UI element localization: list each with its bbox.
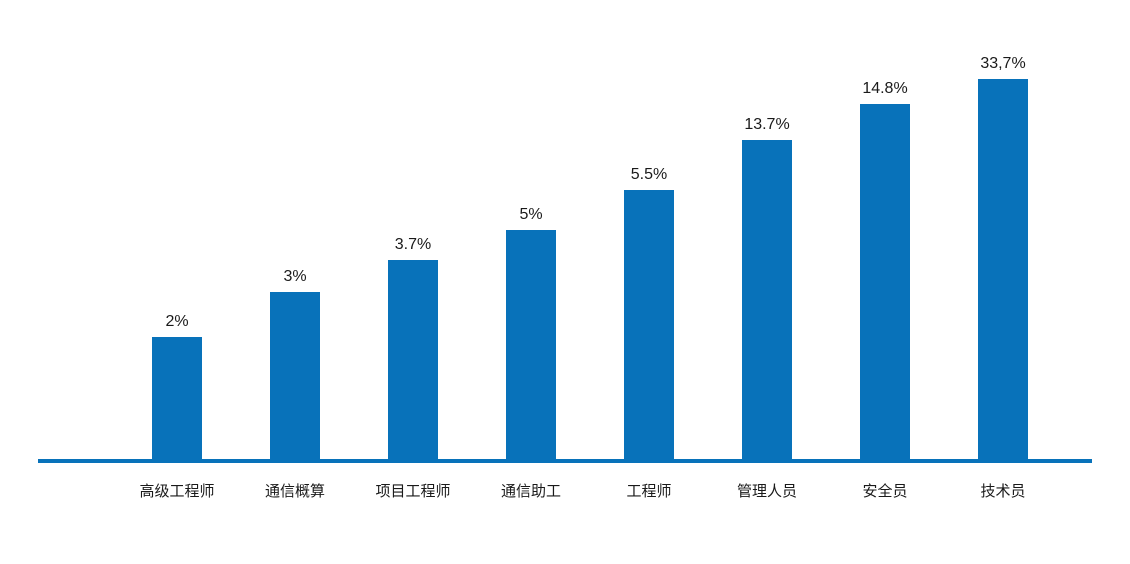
bar — [388, 260, 438, 461]
x-axis-line — [38, 459, 1092, 463]
bar-group: 14.8% 安全员 — [826, 0, 944, 500]
x-axis-category-label: 工程师 — [626, 483, 672, 500]
bar-value-label: 3% — [283, 267, 307, 285]
x-axis-category-label: 技术员 — [980, 483, 1026, 500]
x-axis-category-label: 通信助工 — [500, 483, 561, 500]
bar-group: 2% 高级工程师 — [118, 0, 236, 500]
bar — [742, 140, 792, 461]
bar — [860, 104, 910, 461]
bar-value-label: 13.7% — [744, 115, 790, 133]
x-axis-category-label: 管理人员 — [736, 483, 797, 500]
bar-group: 5% 通信助工 — [472, 0, 590, 500]
bar-value-label: 3.7% — [394, 235, 432, 253]
bar-group: 3.7% 项目工程师 — [354, 0, 472, 500]
bar-value-label: 2% — [165, 312, 189, 330]
bar-group: 33,7% 技术员 — [944, 0, 1062, 500]
x-axis-category-label: 通信概算 — [264, 483, 325, 500]
bar-value-label: 14.8% — [862, 79, 908, 97]
bar — [624, 190, 674, 461]
x-axis-category-label: 安全员 — [862, 483, 908, 500]
bar — [152, 337, 202, 461]
bar-value-label: 5% — [519, 205, 543, 223]
bar — [978, 79, 1028, 461]
bar-group: 3% 通信概算 — [236, 0, 354, 500]
x-axis-category-label: 高级工程师 — [139, 483, 215, 500]
bar-group: 5.5% 工程师 — [590, 0, 708, 500]
plot-area: 2% 高级工程师 3% 通信概算 3.7% 项目工程师 5% 通信助工 5.5% 工程师 13.7%… — [118, 0, 1062, 500]
bar — [270, 292, 320, 461]
bar-value-label: 5.5% — [630, 165, 668, 183]
bar-value-label: 33,7% — [980, 54, 1026, 72]
bar-group: 13.7% 管理人员 — [708, 0, 826, 500]
bar — [506, 230, 556, 461]
x-axis-category-label: 项目工程师 — [375, 483, 451, 500]
